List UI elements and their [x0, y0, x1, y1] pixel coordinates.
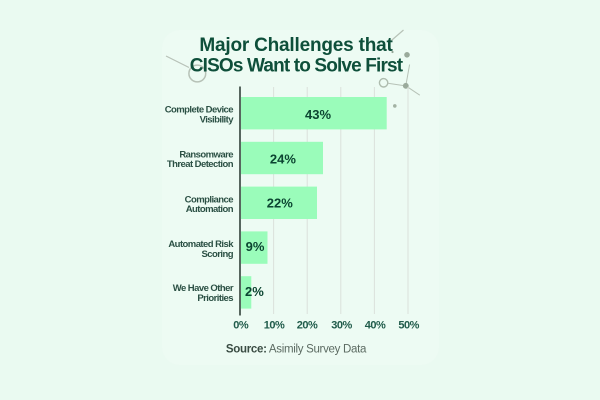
svg-text:22%: 22% — [267, 195, 293, 210]
svg-text:Automated Risk: Automated Risk — [168, 239, 234, 250]
svg-text:We Have Other: We Have Other — [173, 283, 234, 294]
svg-text:Compliance: Compliance — [185, 194, 234, 205]
svg-text:20%: 20% — [297, 320, 318, 332]
svg-text:0%: 0% — [233, 320, 249, 332]
svg-text:Priorities: Priorities — [197, 293, 233, 304]
svg-text:CISOs Want to Solve First: CISOs Want to Solve First — [190, 56, 404, 77]
svg-text:Complete Device: Complete Device — [165, 105, 234, 116]
svg-text:40%: 40% — [365, 320, 386, 332]
svg-text:Scoring: Scoring — [201, 249, 233, 260]
svg-text:10%: 10% — [264, 320, 285, 332]
svg-text:30%: 30% — [331, 320, 352, 332]
svg-text:Threat Detection: Threat Detection — [167, 159, 234, 170]
svg-text:9%: 9% — [246, 239, 265, 254]
svg-text:43%: 43% — [305, 107, 331, 122]
svg-text:Automation: Automation — [186, 204, 234, 215]
svg-text:24%: 24% — [270, 151, 296, 166]
svg-text:Source: Asimily Survey Data: Source: Asimily Survey Data — [226, 344, 367, 356]
svg-text:Major Challenges that: Major Challenges that — [199, 35, 393, 56]
svg-text:Visibility: Visibility — [200, 114, 235, 125]
svg-text:Ransomware: Ransomware — [179, 150, 233, 161]
svg-text:2%: 2% — [245, 284, 264, 299]
svg-text:50%: 50% — [398, 320, 419, 332]
